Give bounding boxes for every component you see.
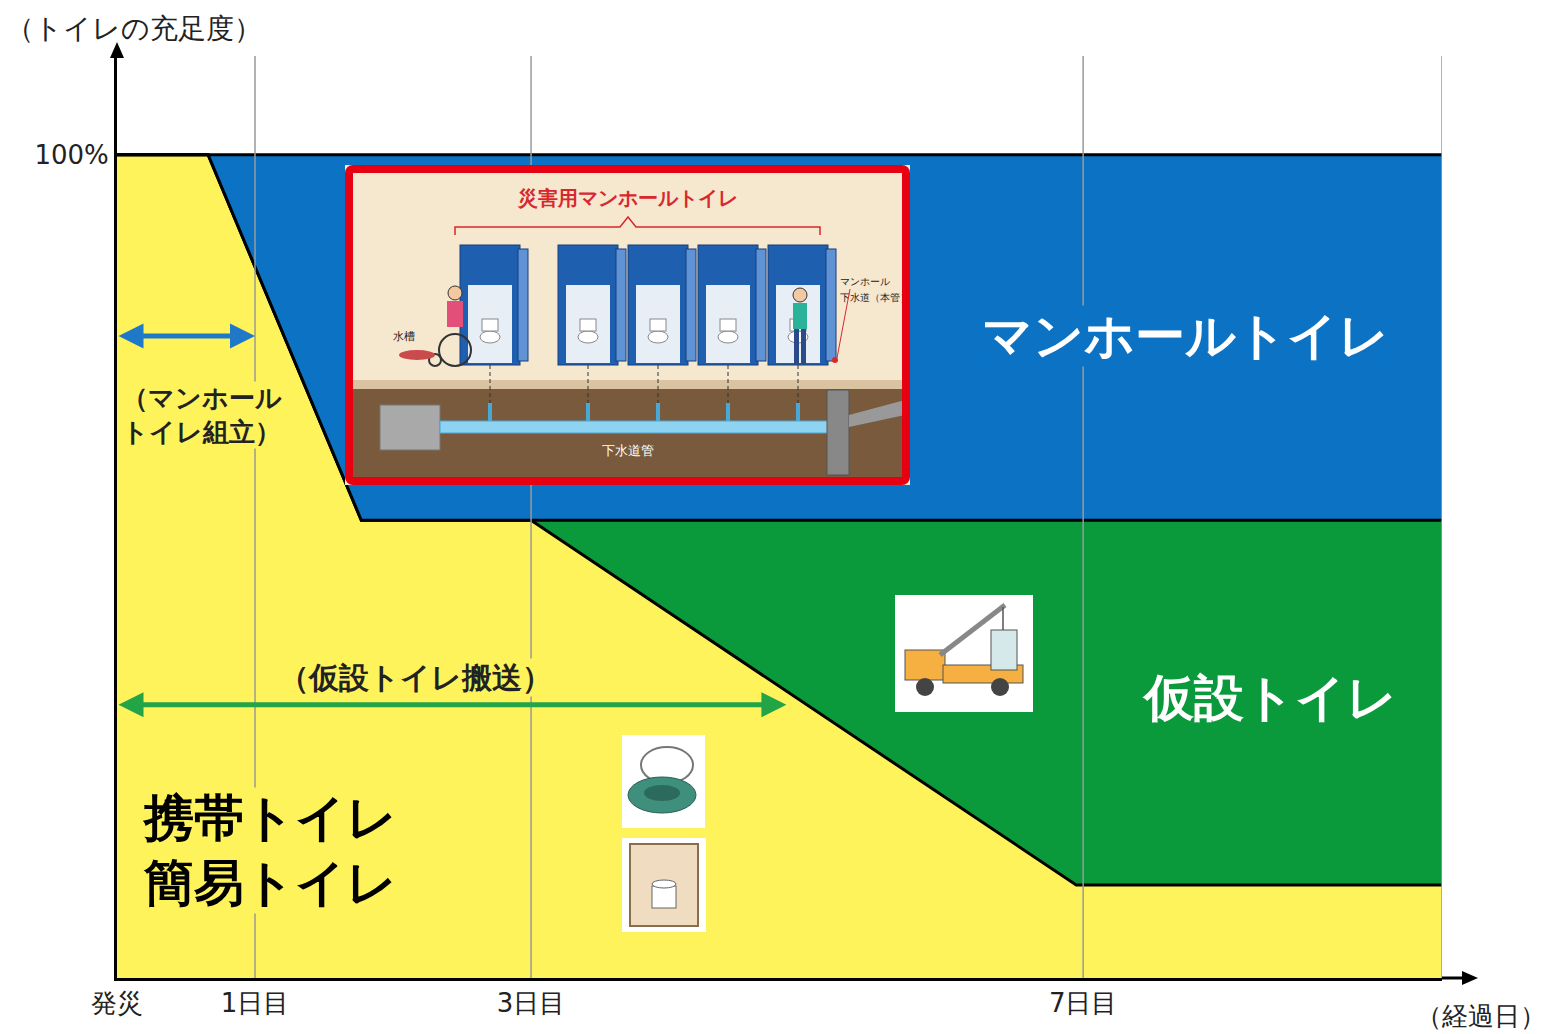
svg-text:（経過日）: （経過日） [1416, 1001, 1546, 1031]
svg-text:100%: 100% [34, 140, 108, 170]
svg-text:マンホール: マンホール [840, 276, 890, 287]
svg-text:水槽: 水槽 [393, 330, 415, 343]
svg-text:災害用マンホールトイレ: 災害用マンホールトイレ [517, 186, 738, 210]
svg-text:（マンホールトイレ組立）: （マンホールトイレ組立） [122, 383, 282, 447]
svg-text:仮設トイレ: 仮設トイレ [1142, 669, 1397, 727]
svg-text:（トイレの充足度）: （トイレの充足度） [6, 12, 262, 45]
svg-text:下水道（本管）: 下水道（本管） [840, 292, 910, 303]
svg-text:7日目: 7日目 [1049, 988, 1118, 1018]
svg-text:1日目: 1日目 [221, 988, 290, 1018]
svg-text:発災: 発災 [91, 988, 143, 1018]
svg-text:3日目: 3日目 [497, 988, 566, 1018]
svg-text:下水道管: 下水道管 [602, 443, 654, 458]
svg-text:携帯トイレ簡易トイレ: 携帯トイレ簡易トイレ [142, 789, 397, 912]
svg-text:マンホールトイレ: マンホールトイレ [982, 307, 1389, 365]
svg-text:（仮設トイレ搬送）: （仮設トイレ搬送） [279, 660, 552, 695]
